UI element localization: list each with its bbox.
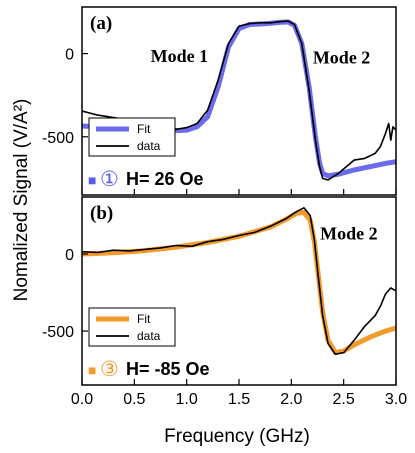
mode-annotation: Mode 2	[320, 223, 378, 243]
y-tick-label: -500	[42, 324, 74, 341]
field-label: H= -85 Oe	[126, 359, 210, 379]
x-tick-label: 0.5	[123, 391, 145, 408]
legend-entry: Fit	[137, 122, 151, 136]
x-tick-label: 1.5	[228, 391, 250, 408]
x-tick-label: 0.0	[71, 391, 93, 408]
mode-annotation: Mode 2	[313, 48, 371, 68]
x-tick-label: 3.0	[385, 391, 407, 408]
mode-annotation: Mode 1	[151, 46, 209, 66]
panel-label: (a)	[90, 13, 112, 34]
plot-frame	[81, 6, 397, 196]
field-circled-number: ①	[100, 168, 119, 191]
x-tick-label: 2.0	[280, 391, 302, 408]
legend-entry: Fit	[137, 312, 151, 326]
legend-entry: data	[137, 329, 161, 343]
y-axis-label: Nomalized Signal (V/A²)	[11, 99, 32, 302]
field-marker: ■	[88, 362, 96, 378]
panel-label: (b)	[90, 203, 113, 224]
panel-0: 0 -500 (a) Mode 1 Mode 2 Fit data ■ ① H= 26 Oe	[42, 6, 397, 196]
field-circled-number: ③	[100, 358, 119, 381]
field-marker: ■	[88, 172, 96, 188]
x-tick-label: 1.0	[176, 391, 198, 408]
series-data-line	[82, 207, 396, 356]
x-tick-label: 2.5	[333, 391, 355, 408]
y-tick-label: 0	[65, 47, 74, 64]
legend-entry: data	[137, 139, 161, 153]
field-label: H= 26 Oe	[126, 169, 204, 189]
x-axis-label: Frequency (GHz)	[164, 426, 310, 447]
y-tick-label: -500	[42, 130, 74, 147]
y-tick-label: 0	[65, 247, 74, 264]
legend-box	[88, 117, 176, 157]
panel-1: 0 -500 0.0 0.5 1.0 1.5 2.0 2.5 3.0 (b) Mode 2 Fit da…	[42, 196, 407, 408]
legend-box	[88, 307, 176, 347]
